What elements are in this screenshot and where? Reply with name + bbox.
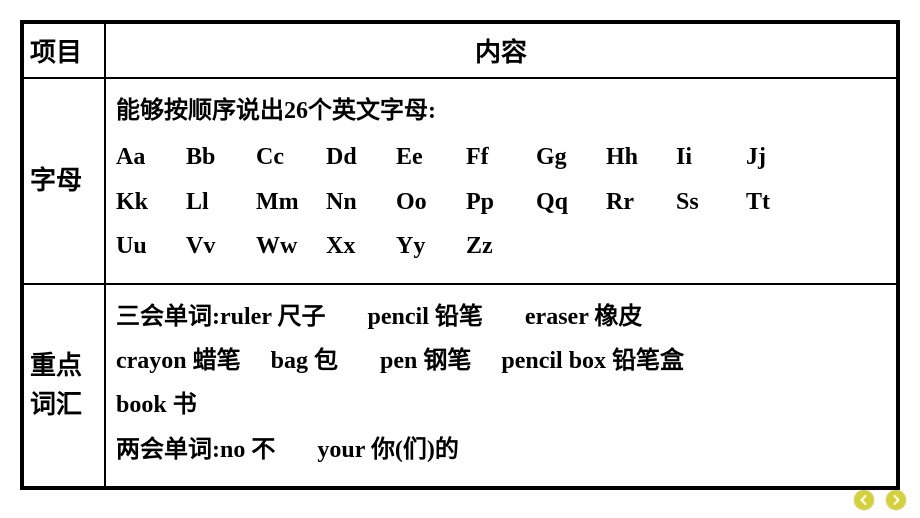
two-skill-prefix: 两会单词:	[116, 437, 220, 463]
vocab-book: book 书	[116, 383, 197, 427]
letter-pair: Tt	[746, 180, 816, 224]
vocab-eraser: eraser 橡皮	[525, 295, 643, 339]
letter-pair: Ll	[186, 180, 256, 224]
vocab-pencilbox: pencil box 铅笔盒	[501, 339, 684, 383]
letter-pair: Uu	[116, 224, 186, 268]
letters-content: 能够按顺序说出26个英文字母: AaBbCcDdEeFfGgHhIiJj KkL…	[105, 78, 897, 284]
letters-label: 字母	[23, 78, 105, 284]
letters-line-2: KkLlMmNnOoPpQqRrSsTt	[116, 180, 886, 224]
three-skill-line-3: book 书	[116, 383, 886, 427]
vocab-no: no 不	[220, 428, 275, 472]
nav-buttons	[854, 490, 906, 510]
vocab-label: 重点词汇	[23, 284, 105, 488]
header-row: 项目 内容	[23, 23, 897, 78]
chevron-left-icon	[859, 495, 869, 505]
letter-pair: Nn	[326, 180, 396, 224]
letter-pair: Jj	[746, 135, 816, 179]
vocab-row: 重点词汇 三会单词:ruler 尺子 pencil 铅笔 eraser 橡皮 cra…	[23, 284, 897, 488]
letter-pair: Aa	[116, 135, 186, 179]
vocab-your: your 你(们)的	[317, 428, 459, 472]
vocab-content: 三会单词:ruler 尺子 pencil 铅笔 eraser 橡皮 crayon 蜡…	[105, 284, 897, 488]
three-skill-prefix: 三会单词:	[116, 304, 220, 330]
letter-pair: Kk	[116, 180, 186, 224]
prev-button[interactable]	[854, 490, 874, 510]
letter-pair: Ss	[676, 180, 746, 224]
three-skill-line-2: crayon 蜡笔 bag 包 pen 钢笔 pencil box 铅笔盒	[116, 339, 886, 383]
letter-pair: Zz	[466, 224, 536, 268]
vocab-crayon: crayon 蜡笔	[116, 339, 241, 383]
letter-pair: Rr	[606, 180, 676, 224]
letters-line-1: AaBbCcDdEeFfGgHhIiJj	[116, 135, 886, 179]
letter-pair: Cc	[256, 135, 326, 179]
study-table: 项目 内容 字母 能够按顺序说出26个英文字母: AaBbCcDdEeFfGgH…	[20, 20, 900, 490]
letters-line-3: UuVvWwXxYyZz	[116, 224, 886, 268]
letter-pair: Qq	[536, 180, 606, 224]
letter-pair: Bb	[186, 135, 256, 179]
two-skill-line: 两会单词:no 不 your 你(们)的	[116, 428, 886, 472]
vocab-pen: pen 钢笔	[380, 339, 471, 383]
vocab-bag: bag 包	[271, 339, 338, 383]
letter-pair: Pp	[466, 180, 536, 224]
vocab-ruler: ruler 尺子	[220, 295, 326, 339]
letter-pair: Ee	[396, 135, 466, 179]
vocab-pencil: pencil 铅笔	[368, 295, 483, 339]
letters-intro: 能够按顺序说出26个英文字母:	[116, 89, 886, 133]
letter-pair: Oo	[396, 180, 466, 224]
header-content-column: 内容	[105, 23, 897, 78]
letter-pair: Vv	[186, 224, 256, 268]
letter-pair: Ii	[676, 135, 746, 179]
header-item-column: 项目	[23, 23, 105, 78]
letter-pair: Yy	[396, 224, 466, 268]
letter-pair: Hh	[606, 135, 676, 179]
letter-pair: Mm	[256, 180, 326, 224]
letter-pair: Ww	[256, 224, 326, 268]
letter-pair: Xx	[326, 224, 396, 268]
next-button[interactable]	[886, 490, 906, 510]
letters-row: 字母 能够按顺序说出26个英文字母: AaBbCcDdEeFfGgHhIiJj …	[23, 78, 897, 284]
letter-pair: Dd	[326, 135, 396, 179]
three-skill-line-1: 三会单词:ruler 尺子 pencil 铅笔 eraser 橡皮	[116, 295, 886, 339]
letter-pair: Gg	[536, 135, 606, 179]
chevron-right-icon	[891, 495, 901, 505]
letter-pair: Ff	[466, 135, 536, 179]
